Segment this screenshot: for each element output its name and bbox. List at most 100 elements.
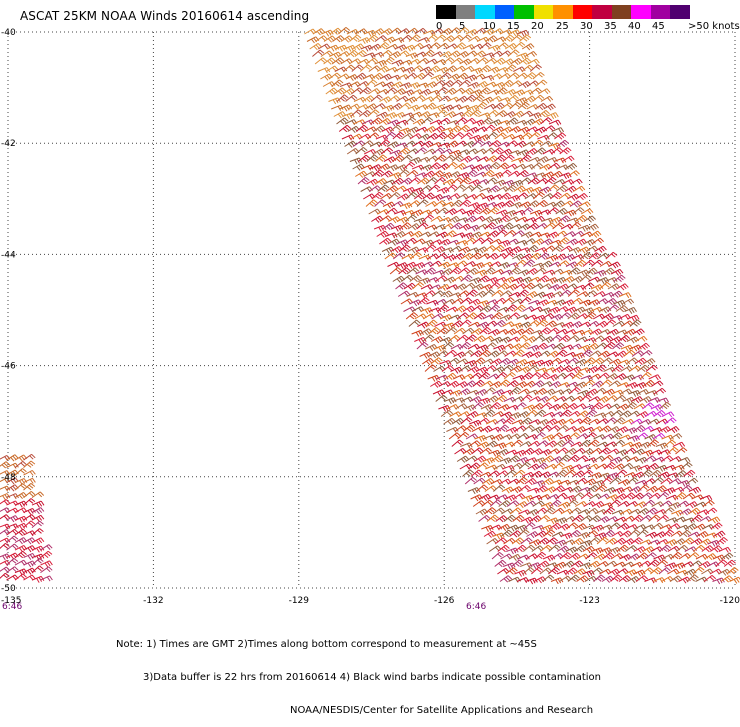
wind-barb [514, 570, 526, 576]
wind-barb [32, 501, 44, 507]
wind-barb [596, 442, 608, 447]
wind-barb [565, 330, 577, 335]
wind-barb [498, 405, 510, 411]
wind-barb [545, 441, 557, 447]
wind-barb [446, 307, 458, 312]
wind-barb [354, 120, 366, 125]
wind-barb [412, 165, 424, 170]
wind-barb [640, 540, 652, 545]
wind-barb [724, 560, 735, 566]
wind-barb [549, 382, 561, 388]
wind-barb [512, 111, 524, 117]
wind-barb [549, 120, 561, 125]
wind-barb [510, 531, 522, 537]
wind-barb [503, 277, 515, 283]
wind-barb [404, 307, 416, 312]
wind-barb [509, 126, 521, 132]
wind-barb [656, 443, 668, 449]
wind-barb [484, 531, 496, 537]
wind-barb [492, 434, 504, 440]
axis-tick-labels: -40-42-44-46-48-50-135-132-129-126-123-1… [1, 28, 740, 610]
wind-barb [470, 397, 482, 403]
wind-barb [502, 487, 514, 493]
wind-barb [350, 158, 362, 164]
wind-barb [444, 418, 456, 424]
wind-barb [24, 483, 35, 490]
wind-barb [524, 381, 536, 387]
wind-barb [538, 396, 550, 402]
wind-barb [617, 284, 629, 290]
wind-barb [598, 351, 610, 357]
wind-barb [421, 285, 433, 290]
wind-barb [323, 82, 335, 87]
wind-barb [32, 492, 44, 498]
wind-barbs [0, 27, 740, 584]
wind-barb [640, 397, 652, 403]
wind-barb [557, 284, 569, 290]
wind-barb [651, 381, 663, 387]
wind-barb [594, 270, 606, 276]
wind-barb [341, 36, 353, 43]
wind-barb [408, 247, 420, 253]
wind-barb [513, 67, 525, 72]
wind-barb [646, 365, 658, 371]
wind-barb [624, 473, 636, 478]
wind-barb [488, 329, 500, 335]
wind-barb [480, 306, 492, 312]
wind-barb [560, 148, 572, 154]
wind-barb [570, 201, 582, 208]
wind-barb [460, 464, 472, 469]
wind-barb [520, 35, 531, 42]
wind-barb [359, 110, 371, 117]
wind-barb [381, 29, 393, 35]
wind-barb [377, 66, 389, 72]
wind-barb [510, 344, 522, 350]
wind-barb [597, 396, 609, 402]
wind-barb [391, 82, 403, 88]
wind-barb [574, 307, 586, 313]
wind-barb [497, 449, 509, 455]
y-tick-label: -50 [1, 584, 16, 594]
wind-barb [521, 254, 533, 260]
wind-barb [523, 164, 535, 169]
wind-barb [343, 88, 355, 94]
wind-barb [393, 276, 405, 282]
wind-barb [482, 216, 494, 222]
y-tick-label: -48 [1, 473, 16, 483]
wind-barb [528, 157, 540, 162]
footnote: Note: 1) Times are GMT 2)Times along bot… [116, 617, 601, 727]
wind-barb [673, 442, 685, 447]
wind-barb [414, 73, 426, 80]
wind-barb [353, 164, 365, 170]
wind-barb [310, 43, 322, 49]
wind-barb [452, 418, 464, 424]
y-tick-label: -46 [1, 362, 16, 372]
wind-barb [607, 329, 619, 335]
x-tick-label: -126 [434, 596, 455, 606]
wind-barb [345, 141, 357, 147]
wind-barb [422, 358, 434, 365]
wind-barb [554, 133, 566, 139]
wind-barb [557, 140, 569, 146]
wind-barb [535, 531, 547, 538]
wind-barb [467, 411, 479, 417]
wind-barb [566, 403, 578, 409]
wind-barb [643, 359, 655, 365]
wind-barb [320, 74, 332, 80]
footnote-line-1: Note: 1) Times are GMT 2)Times along bot… [116, 639, 601, 650]
wind-barb [625, 307, 637, 313]
wind-barb [498, 524, 510, 530]
wind-barb [500, 435, 512, 440]
wind-barb [41, 551, 53, 557]
wind-barb [461, 253, 473, 260]
wind-barb [24, 461, 35, 468]
wind-barb [530, 65, 541, 72]
wind-barb [457, 456, 469, 462]
wind-barb [615, 374, 627, 380]
wind-barb [571, 276, 583, 282]
wind-map: -40-42-44-46-48-50-135-132-129-126-123-1… [0, 0, 740, 610]
wind-barb [430, 381, 442, 387]
y-tick-label: -42 [1, 139, 16, 149]
wind-barb [684, 470, 696, 476]
wind-barb [463, 448, 475, 454]
